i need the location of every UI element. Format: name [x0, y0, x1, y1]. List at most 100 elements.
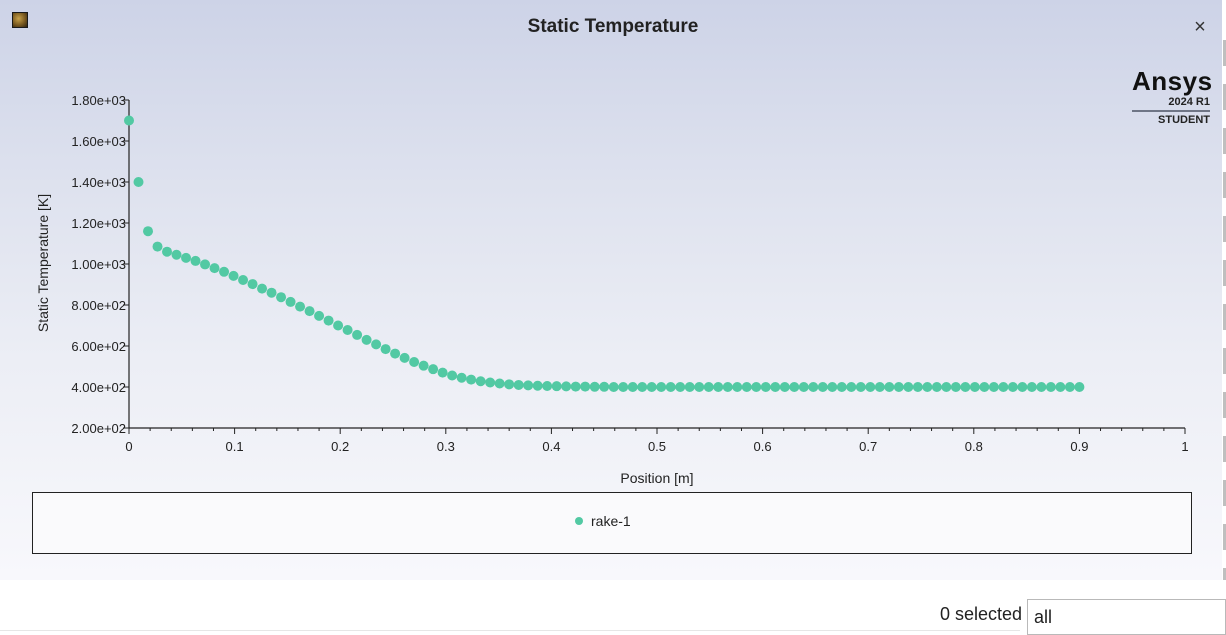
data-point	[200, 259, 211, 270]
data-point	[561, 381, 572, 392]
x-tick-label: 0.9	[1070, 439, 1088, 454]
data-point	[162, 246, 173, 257]
y-tick-label: 6.00e+02	[71, 339, 126, 354]
data-point	[979, 382, 990, 392]
data-point	[380, 344, 391, 355]
y-axis-label: Static Temperature [K]	[35, 194, 51, 332]
xy-plot: 0 0.1 0.2 0.3 0.4 0.5 0.6 0.7 0.8 0.9 1 2.00e+02 4.0…	[35, 93, 1189, 486]
data-point	[466, 374, 477, 385]
x-tick-label: 0.7	[859, 439, 877, 454]
data-point	[827, 382, 838, 392]
plot-window: Static Temperature × Ansys 2024 R1 STUDE…	[0, 0, 1222, 580]
filter-input[interactable]	[1027, 599, 1226, 635]
legend-item-rake-1[interactable]: rake-1	[575, 513, 631, 529]
footer-divider	[0, 630, 1020, 631]
data-point	[713, 382, 724, 392]
data-point	[931, 382, 942, 392]
data-point	[285, 296, 296, 307]
data-point	[684, 382, 695, 392]
data-point	[950, 382, 961, 392]
data-point	[485, 377, 496, 388]
data-point	[760, 382, 771, 392]
data-point	[323, 315, 334, 326]
data-point	[447, 370, 458, 381]
data-point	[219, 266, 230, 277]
legend-marker	[575, 517, 583, 525]
data-point	[228, 270, 239, 281]
x-tick-label: 0.8	[965, 439, 983, 454]
data-point	[570, 381, 581, 392]
data-point	[437, 367, 448, 378]
data-point	[779, 382, 790, 392]
data-point	[865, 382, 876, 392]
data-point	[941, 382, 952, 392]
x-tick-label: 0	[125, 439, 132, 454]
data-point	[352, 329, 363, 340]
x-tick-label: 0.3	[437, 439, 455, 454]
x-axis-label: Position [m]	[620, 470, 693, 486]
data-point	[789, 382, 800, 392]
data-point	[409, 356, 420, 367]
data-point	[551, 381, 562, 392]
data-point	[190, 255, 201, 266]
data-point	[1017, 382, 1028, 392]
data-point	[133, 177, 144, 187]
close-button[interactable]: ×	[1194, 16, 1206, 38]
data-point	[656, 382, 667, 392]
data-point	[371, 339, 382, 350]
data-point	[893, 382, 904, 392]
data-point	[1045, 382, 1056, 392]
data-point	[295, 301, 306, 312]
y-tick-label: 8.00e+02	[71, 298, 126, 313]
data-point	[171, 249, 182, 260]
window-title: Static Temperature	[527, 16, 699, 37]
data-point	[456, 372, 467, 383]
data-point	[314, 310, 325, 321]
data-point	[665, 382, 676, 392]
data-point	[912, 382, 923, 392]
y-tick-label: 1.20e+03	[71, 216, 126, 231]
data-point	[1026, 382, 1037, 392]
data-point	[181, 252, 192, 263]
data-point	[475, 376, 486, 387]
data-point	[884, 382, 895, 392]
data-point	[855, 382, 866, 392]
data-point	[589, 381, 600, 392]
data-point	[542, 380, 553, 391]
y-tick-label: 1.00e+03	[71, 257, 126, 272]
y-tick-label: 2.00e+02	[71, 421, 126, 436]
data-point	[998, 382, 1009, 392]
app-icon	[12, 12, 28, 28]
brand-name: Ansys	[1132, 66, 1213, 96]
data-point	[1007, 382, 1018, 392]
data-point	[513, 379, 524, 390]
data-point	[988, 382, 999, 392]
data-points	[124, 115, 1085, 392]
ansys-logo: Ansys 2024 R1 STUDENT	[1132, 66, 1213, 126]
data-point	[428, 364, 439, 375]
data-point	[694, 382, 705, 392]
legend: rake-1	[32, 492, 1192, 554]
data-point	[143, 226, 154, 237]
data-point	[637, 382, 648, 392]
data-point	[124, 115, 134, 126]
axis-ticks: 0 0.1 0.2 0.3 0.4 0.5 0.6 0.7 0.8 0.9 1 2.00e+02 4.0…	[71, 93, 1188, 454]
data-point	[675, 382, 686, 392]
data-point	[266, 287, 277, 298]
data-point	[1074, 382, 1085, 392]
data-point	[969, 382, 980, 392]
data-point	[238, 274, 249, 285]
data-point	[504, 379, 515, 390]
data-point	[209, 263, 220, 274]
legend-label: rake-1	[591, 513, 631, 529]
data-point	[599, 381, 610, 392]
data-point	[627, 382, 638, 392]
data-point	[874, 382, 885, 392]
brand-edition: STUDENT	[1158, 114, 1210, 126]
data-point	[361, 334, 372, 345]
selection-count: 0 selected	[940, 604, 1023, 624]
data-point	[741, 382, 752, 392]
data-point	[257, 283, 268, 294]
data-point	[846, 382, 857, 392]
data-point	[751, 382, 762, 392]
